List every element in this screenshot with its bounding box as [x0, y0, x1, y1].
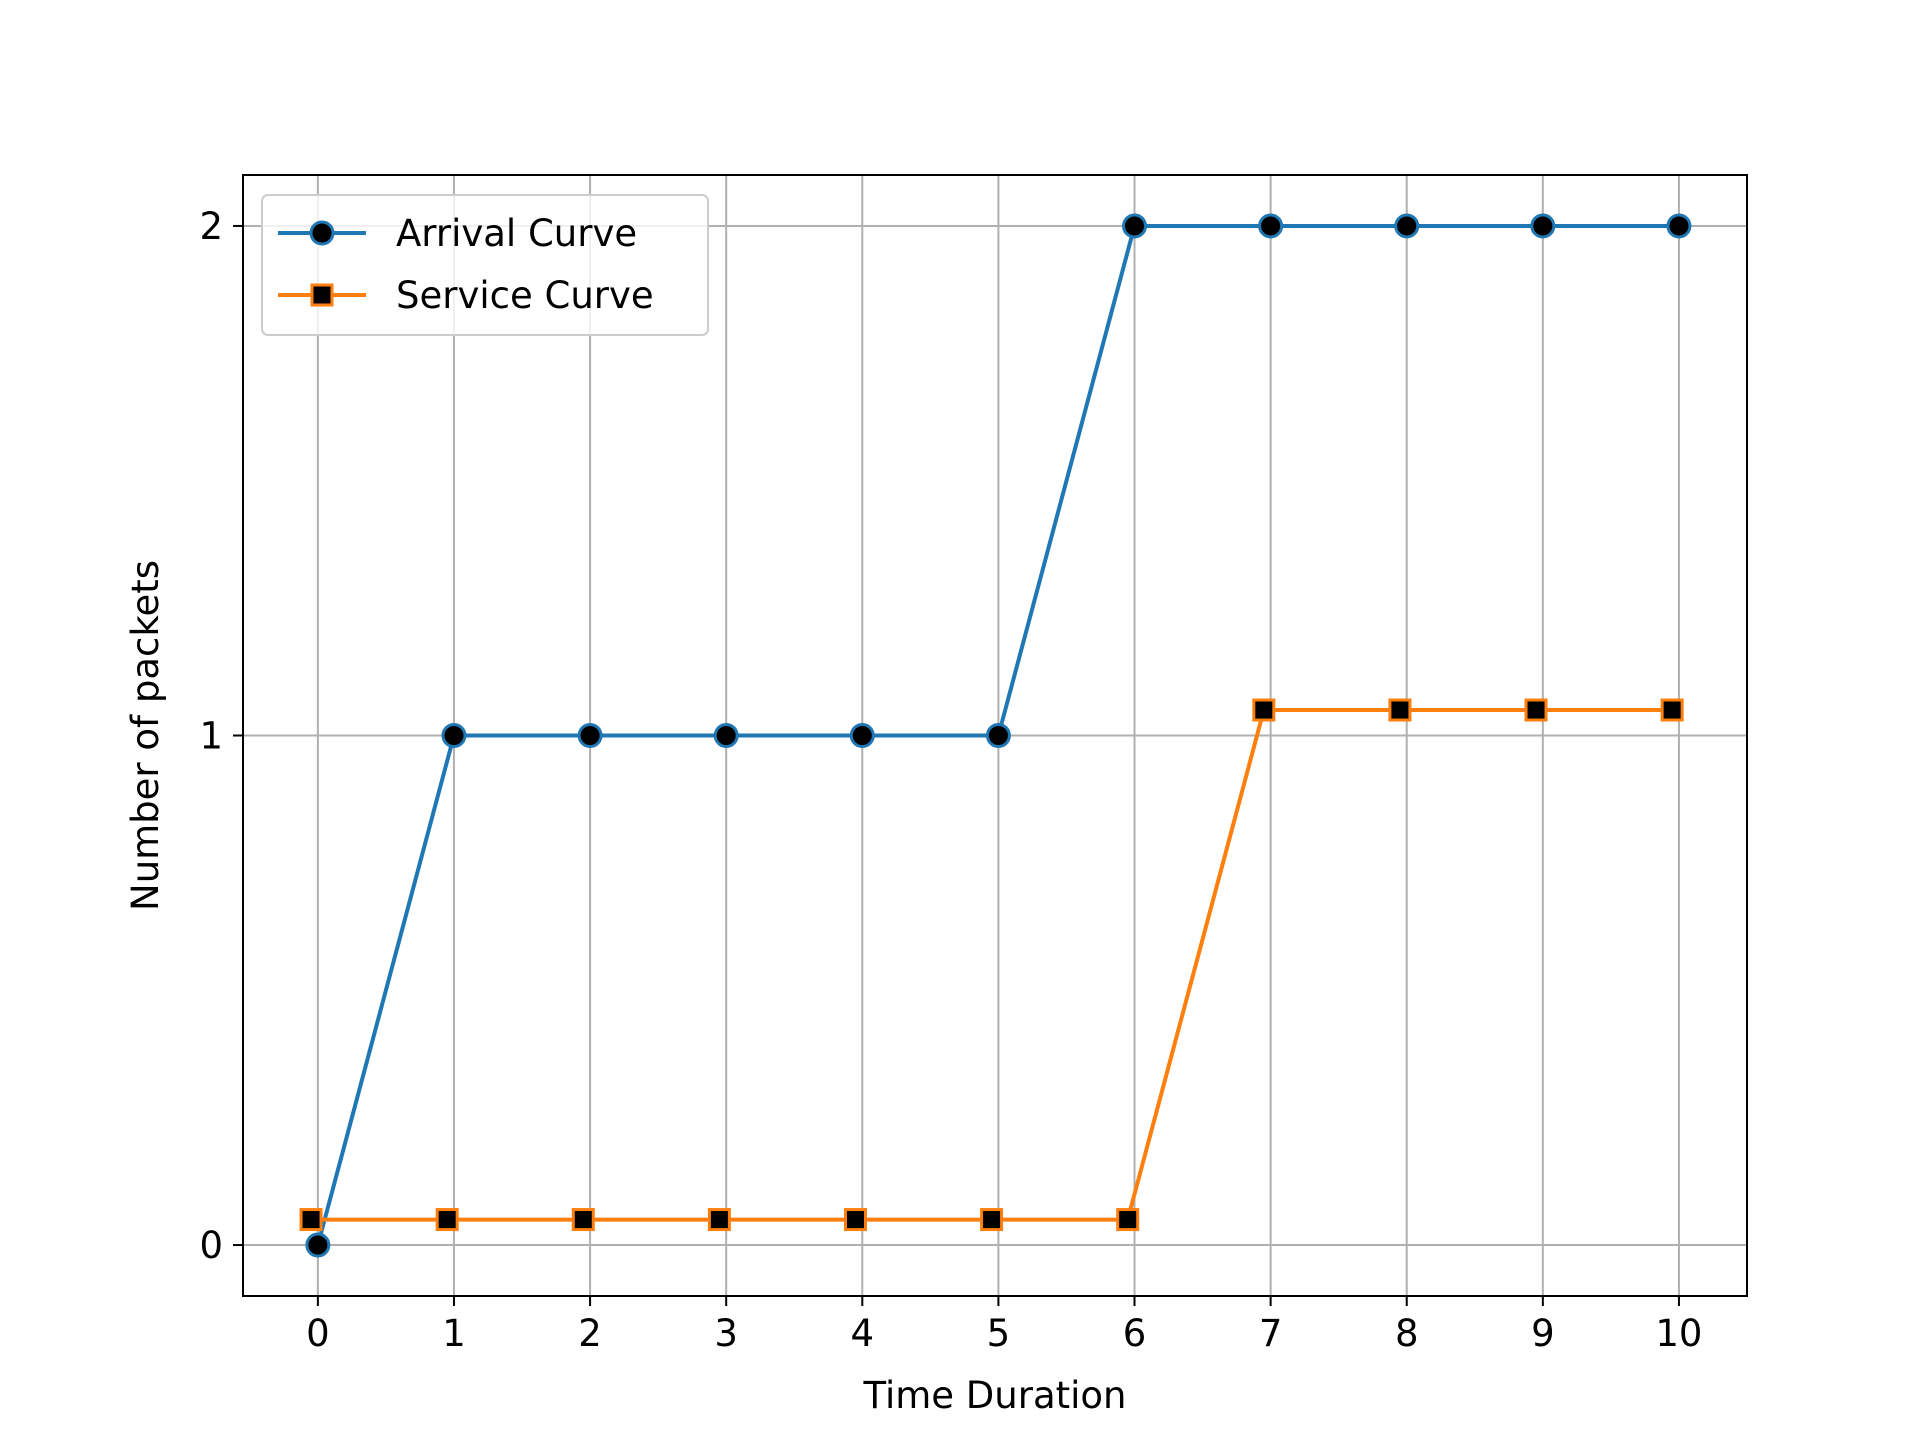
x-tick-label: 8 — [1395, 1312, 1419, 1355]
data-point-service — [1388, 698, 1412, 722]
data-point-service — [707, 1208, 731, 1232]
data-point-service — [1524, 698, 1548, 722]
y-axis-label: Number of packets — [124, 560, 167, 911]
x-tick-label: 4 — [851, 1312, 875, 1355]
data-point-arrival — [305, 1232, 331, 1258]
legend-entry-service: Service Curve — [278, 274, 654, 317]
y-tick-label: 2 — [199, 205, 223, 248]
x-tick-label: 7 — [1259, 1312, 1283, 1355]
data-point-arrival — [577, 723, 603, 748]
legend-entry-arrival: Arrival Curve — [278, 212, 637, 255]
data-point-service — [1252, 698, 1276, 722]
data-point-service — [1660, 698, 1684, 722]
y-tick-label: 1 — [199, 715, 223, 758]
x-tick-label: 2 — [578, 1312, 602, 1355]
data-point-arrival — [1394, 213, 1420, 239]
data-point-arrival — [1666, 213, 1692, 239]
x-axis-label: Time Duration — [862, 1374, 1126, 1417]
x-tick-label: 9 — [1531, 1312, 1555, 1355]
x-tick-label: 0 — [306, 1312, 330, 1355]
data-point-service — [571, 1208, 595, 1232]
y-tick-label: 0 — [199, 1224, 223, 1267]
data-point-arrival — [849, 723, 875, 748]
data-point-service — [843, 1208, 867, 1232]
x-tick-label: 5 — [987, 1312, 1011, 1355]
x-tick-label: 6 — [1123, 1312, 1147, 1355]
legend-box — [261, 194, 709, 336]
data-point-arrival — [1258, 213, 1284, 239]
data-point-arrival — [1530, 213, 1556, 239]
legend-label-service: Service Curve — [396, 274, 654, 317]
x-tick-label: 10 — [1655, 1312, 1702, 1355]
legend-label-arrival: Arrival Curve — [396, 212, 637, 255]
data-point-service — [299, 1208, 323, 1232]
legend-marker-arrival — [309, 220, 335, 246]
data-point-arrival — [985, 723, 1011, 748]
data-point-service — [980, 1208, 1004, 1232]
x-tick-label: 3 — [714, 1312, 738, 1355]
data-point-service — [1116, 1208, 1140, 1232]
x-tick-label: 1 — [442, 1312, 466, 1355]
data-point-arrival — [713, 723, 739, 748]
ticks: 0 1 2 3 4 5 6 7 8 9 10 0 1 2 — [199, 205, 1702, 1355]
data-point-arrival — [1122, 213, 1148, 239]
data-point-service — [435, 1208, 459, 1232]
legend: Arrival Curve Service Curve — [261, 194, 709, 336]
series-group — [299, 213, 1692, 1258]
legend-marker-service — [310, 283, 334, 307]
data-point-arrival — [441, 723, 467, 748]
